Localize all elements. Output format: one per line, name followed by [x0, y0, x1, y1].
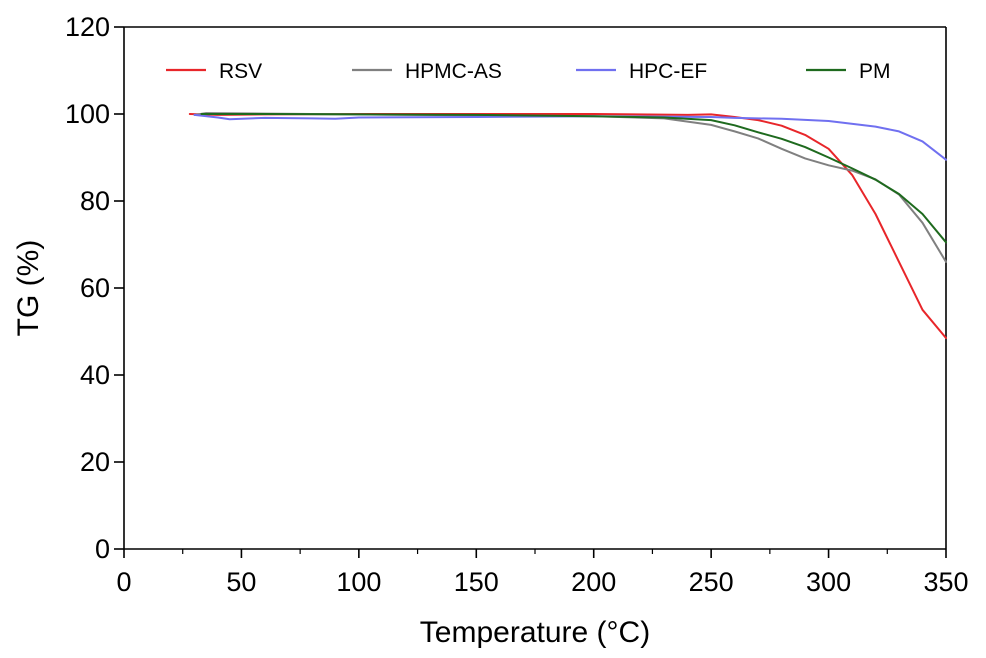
x-tick-label: 350	[923, 567, 968, 597]
y-axis-title: TG (%)	[12, 240, 45, 337]
x-tick-label: 100	[336, 567, 381, 597]
legend-label: PM	[859, 60, 891, 83]
y-tick-label: 120	[65, 12, 110, 42]
y-tick-label: 60	[80, 273, 110, 303]
y-tick-label: 100	[65, 99, 110, 129]
y-tick-label: 20	[80, 447, 110, 477]
x-tick-label: 300	[806, 567, 851, 597]
series-lines	[188, 112, 947, 339]
series-line-pm	[200, 113, 947, 244]
x-tick-label: 200	[571, 567, 616, 597]
y-tick-label: 0	[95, 534, 110, 564]
legend-label: HPC-EF	[629, 60, 707, 83]
plot-frame	[123, 26, 947, 550]
legend: RSV HPMC-AS HPC-EF PM	[166, 60, 891, 83]
x-tick-label: 0	[116, 567, 131, 597]
x-axis-title: Temperature (°C)	[420, 616, 650, 649]
legend-label: RSV	[219, 60, 262, 83]
legend-label: HPMC-AS	[405, 60, 502, 83]
y-tick-label: 80	[80, 186, 110, 216]
series-line-hpmc-as	[193, 112, 947, 263]
x-tick-label: 50	[226, 567, 256, 597]
y-tick-label: 40	[80, 360, 110, 390]
series-line-rsv	[188, 113, 947, 339]
x-tick-label: 250	[689, 567, 734, 597]
x-ticks: 0 50 100 150 200 250 300 350	[116, 549, 969, 597]
x-tick-label: 150	[454, 567, 499, 597]
y-ticks: 0 20 40 60 80 100 120	[65, 12, 124, 564]
